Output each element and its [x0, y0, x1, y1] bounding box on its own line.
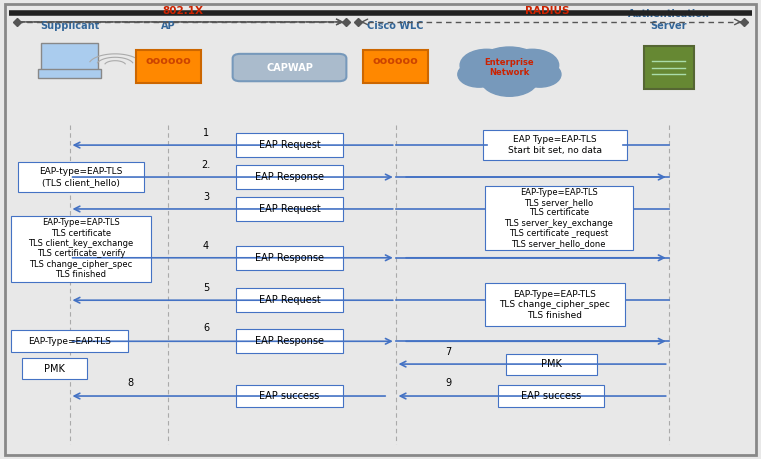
FancyBboxPatch shape [11, 330, 129, 352]
FancyBboxPatch shape [498, 385, 604, 407]
Text: 3: 3 [203, 192, 209, 202]
Text: EAP Request: EAP Request [259, 295, 320, 305]
FancyBboxPatch shape [237, 330, 342, 353]
FancyBboxPatch shape [22, 358, 87, 379]
Text: 1: 1 [203, 128, 209, 138]
Text: 5: 5 [203, 283, 209, 293]
Text: 802.1X: 802.1X [163, 6, 204, 17]
Text: Enterprise
Network: Enterprise Network [485, 58, 534, 77]
Circle shape [460, 49, 513, 81]
Circle shape [476, 47, 543, 88]
FancyBboxPatch shape [237, 385, 342, 407]
Text: AP: AP [161, 21, 176, 31]
Text: PMK: PMK [540, 359, 562, 369]
Text: EAP-Type=EAP-TLS
TLS change_cipher_spec
TLS finished: EAP-Type=EAP-TLS TLS change_cipher_spec … [499, 290, 610, 319]
Text: EAP-Type=EAP-TLS
TLS server_hello
TLS certificate
TLS server_key_exchange
TLS ce: EAP-Type=EAP-TLS TLS server_hello TLS ce… [505, 188, 613, 249]
Text: 4: 4 [203, 241, 209, 251]
Circle shape [458, 62, 500, 87]
FancyBboxPatch shape [644, 45, 693, 90]
Text: EAP Response: EAP Response [255, 336, 324, 346]
Text: EAP Response: EAP Response [255, 172, 324, 182]
Text: 7: 7 [446, 347, 452, 357]
FancyBboxPatch shape [485, 283, 625, 326]
FancyBboxPatch shape [505, 353, 597, 375]
Text: 6: 6 [203, 323, 209, 333]
Text: CAPWAP: CAPWAP [266, 62, 313, 73]
FancyBboxPatch shape [483, 130, 627, 160]
Text: 9: 9 [446, 378, 452, 388]
Text: Supplicant: Supplicant [40, 21, 99, 31]
Text: Authentication
Server: Authentication Server [628, 10, 709, 31]
FancyBboxPatch shape [237, 165, 342, 189]
Text: EAP-type=EAP-TLS
(TLS client_hello): EAP-type=EAP-TLS (TLS client_hello) [40, 168, 123, 187]
Text: 8: 8 [127, 378, 133, 388]
Text: EAP Request: EAP Request [259, 140, 320, 150]
Circle shape [518, 62, 561, 87]
FancyBboxPatch shape [237, 133, 342, 157]
FancyBboxPatch shape [233, 54, 346, 81]
Text: EAP-Type=EAP-TLS: EAP-Type=EAP-TLS [28, 337, 111, 346]
Text: Cisco WLC: Cisco WLC [368, 21, 424, 31]
Text: EAP Type=EAP-TLS
Start bit set, no data: EAP Type=EAP-TLS Start bit set, no data [508, 135, 602, 155]
FancyBboxPatch shape [237, 246, 342, 269]
Text: oooooo: oooooo [145, 56, 191, 66]
FancyBboxPatch shape [363, 50, 428, 83]
FancyBboxPatch shape [11, 216, 151, 282]
Text: EAP success: EAP success [260, 391, 320, 401]
Text: EAP success: EAP success [521, 391, 581, 401]
FancyBboxPatch shape [237, 288, 342, 312]
Text: EAP Response: EAP Response [255, 253, 324, 263]
FancyBboxPatch shape [38, 69, 101, 78]
FancyBboxPatch shape [41, 43, 98, 71]
FancyBboxPatch shape [237, 197, 342, 221]
Circle shape [481, 62, 538, 96]
Text: EAP Request: EAP Request [259, 204, 320, 214]
FancyBboxPatch shape [135, 50, 201, 83]
Text: EAP-Type=EAP-TLS
TLS certificate
TLS client_key_exchange
TLS certificate_verify
: EAP-Type=EAP-TLS TLS certificate TLS cli… [28, 218, 134, 279]
Text: oooooo: oooooo [373, 56, 419, 66]
Text: 2.: 2. [202, 160, 211, 170]
FancyBboxPatch shape [485, 186, 632, 250]
Text: PMK: PMK [44, 364, 65, 374]
Text: RADIUS: RADIUS [525, 6, 569, 17]
Circle shape [505, 49, 559, 81]
FancyBboxPatch shape [18, 162, 144, 192]
